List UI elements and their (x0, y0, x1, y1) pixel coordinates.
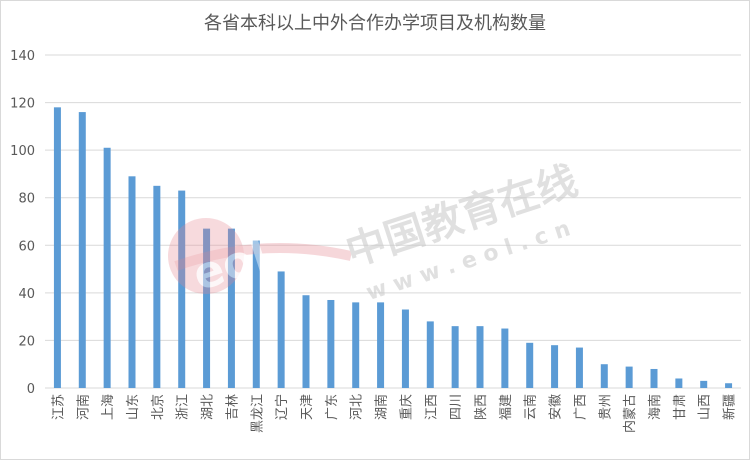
bar (128, 176, 136, 388)
y-tick-label: 0 (27, 382, 35, 397)
x-tick-label: 天津 (300, 394, 315, 420)
watermark-logo-circle (168, 218, 244, 294)
bar (650, 368, 658, 388)
bar (575, 347, 583, 388)
bar (302, 295, 310, 388)
bar (227, 228, 235, 388)
x-tick-label: 河南 (75, 394, 91, 420)
x-tick-label: 安徽 (549, 394, 564, 420)
bar (476, 326, 484, 388)
x-tick-label: 陕西 (474, 394, 489, 420)
x-tick-label: 湖南 (374, 394, 390, 420)
x-tick-label: 海南 (647, 394, 663, 420)
chart-title: 各省本科以上中外合作办学项目及机构数量 (204, 13, 546, 34)
gridlines (45, 54, 741, 389)
watermark: eol 中国教育在线 w w w . e o l . c n (168, 158, 583, 306)
y-tick-label: 140 (10, 49, 35, 64)
x-tick-label: 江西 (424, 394, 439, 420)
bars (53, 107, 733, 388)
y-tick-label: 100 (10, 144, 35, 159)
y-tick-label: 20 (18, 334, 35, 349)
x-tick-label: 吉林 (225, 394, 240, 420)
x-tick-label: 江苏 (50, 394, 66, 420)
x-tick-label: 辽宁 (274, 394, 290, 420)
bar (600, 364, 608, 388)
bar (153, 185, 161, 388)
x-tick-label: 上海 (101, 394, 116, 420)
bar (203, 228, 211, 388)
y-tick-label: 60 (18, 239, 35, 254)
bar (451, 326, 459, 388)
bar (352, 302, 360, 388)
x-tick-label: 北京 (151, 394, 166, 420)
x-tick-label: 黑龙江 (250, 394, 265, 433)
bar (377, 302, 385, 388)
x-tick-label: 福建 (499, 394, 514, 420)
x-tick-label: 重庆 (398, 394, 414, 420)
watermark-logo-swoosh (174, 243, 353, 271)
bar (103, 147, 111, 388)
y-tick-label: 120 (10, 97, 35, 112)
bar (551, 345, 559, 388)
bar (426, 321, 434, 388)
x-tick-label: 河北 (350, 394, 365, 420)
x-tick-label: 山东 (126, 394, 141, 420)
bar (725, 383, 733, 388)
x-tick-label: 新疆 (722, 394, 738, 420)
x-tick-label: 云南 (523, 394, 539, 420)
bar (675, 378, 683, 388)
bar (700, 380, 708, 388)
bar (401, 309, 409, 388)
y-axis-ticks: 0 20 40 60 80 100 120 140 (10, 49, 35, 397)
bar (252, 240, 260, 388)
x-tick-label: 湖北 (201, 394, 216, 420)
bar (526, 342, 534, 388)
x-tick-label: 山西 (698, 394, 713, 420)
x-tick-label: 内蒙古 (622, 394, 638, 433)
x-tick-label: 贵州 (598, 394, 613, 420)
y-tick-label: 40 (18, 287, 35, 302)
bar (501, 328, 509, 388)
x-tick-label: 浙江 (176, 394, 191, 420)
bar (53, 107, 61, 388)
bar (178, 190, 186, 388)
x-axis-ticks: 江苏 河南 上海 山东 北京 浙江 湖北 吉林 黑龙江 辽宁 天津 广东 河北 湖南 重庆 江西 四川 陕西 福建云… (50, 394, 737, 433)
x-tick-label: 甘肃 (673, 394, 688, 420)
x-tick-label: 四川 (449, 394, 464, 420)
bar (78, 112, 86, 388)
bar (625, 366, 633, 388)
y-tick-label: 80 (18, 192, 35, 207)
bar (277, 271, 285, 388)
x-tick-label: 广东 (325, 394, 340, 420)
x-tick-label: 广西 (573, 394, 588, 420)
bar (327, 299, 335, 388)
